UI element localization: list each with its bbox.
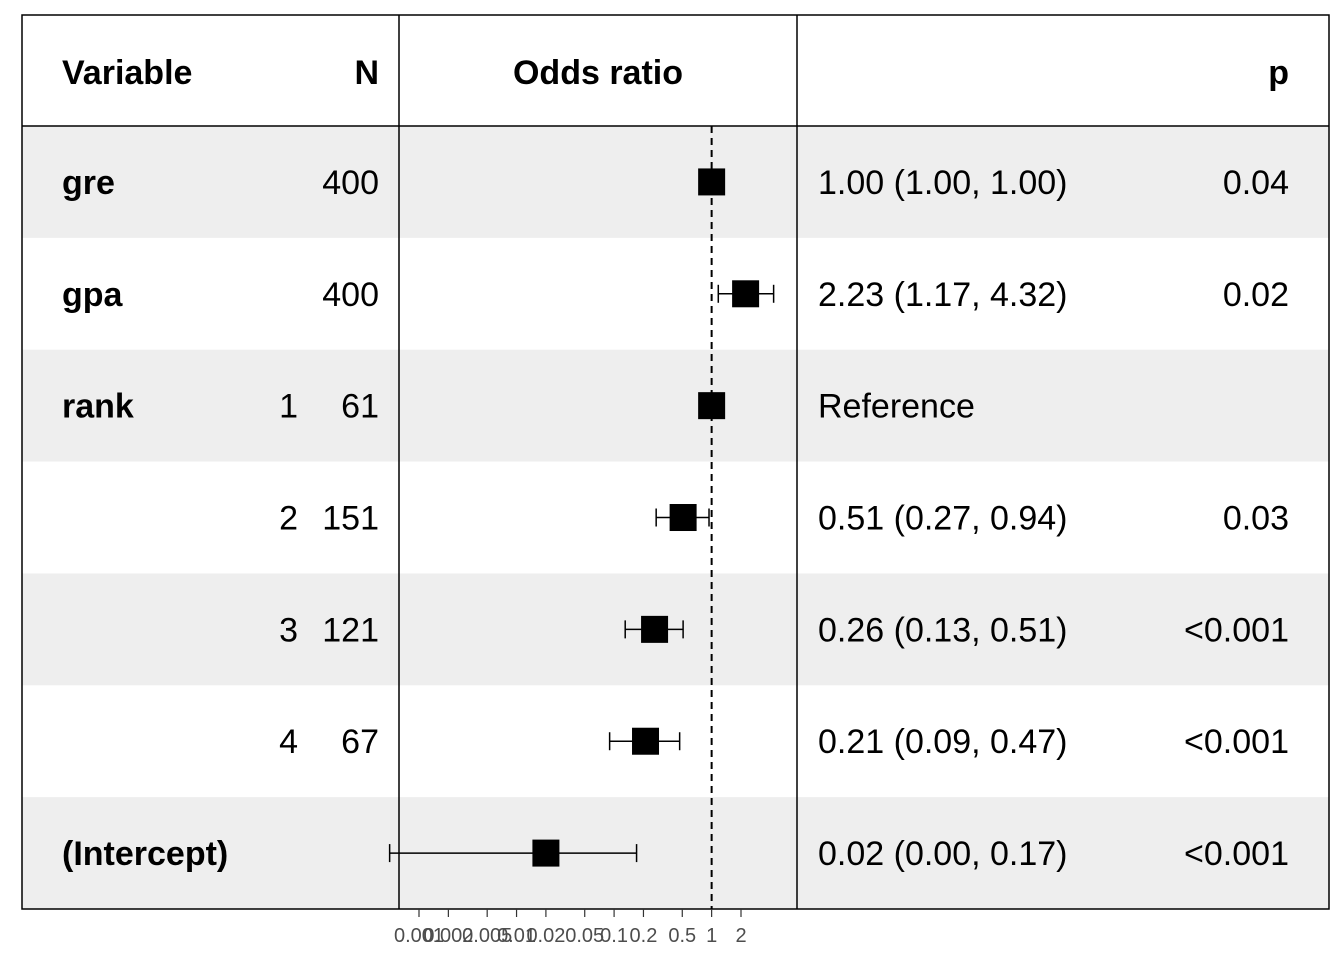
variable-label: gre bbox=[62, 164, 115, 202]
level-label: 3 bbox=[279, 611, 298, 649]
estimate-point bbox=[669, 504, 697, 532]
x-tick-label: 0.02 bbox=[526, 925, 565, 947]
x-tick-label: 0.5 bbox=[668, 925, 696, 947]
p-value: <0.001 bbox=[1184, 835, 1289, 873]
variable-label: (Intercept) bbox=[62, 835, 228, 873]
estimate-ci-text: Reference bbox=[818, 388, 975, 426]
estimate-ci-text: 0.02 (0.00, 0.17) bbox=[818, 835, 1068, 873]
row-bands bbox=[22, 126, 1329, 910]
estimate-point bbox=[698, 392, 726, 420]
variable-label: rank bbox=[62, 388, 134, 426]
p-value: 0.03 bbox=[1223, 500, 1289, 538]
p-value: 0.02 bbox=[1223, 276, 1289, 314]
row-band bbox=[22, 797, 1329, 910]
p-value: 0.04 bbox=[1223, 164, 1289, 202]
header-odds-ratio: Odds ratio bbox=[513, 54, 683, 92]
x-tick-label: 0.05 bbox=[565, 925, 604, 947]
x-tick-label: 0.002 bbox=[423, 925, 473, 947]
n-value: 61 bbox=[341, 388, 379, 426]
p-value: <0.001 bbox=[1184, 611, 1289, 649]
n-value: 400 bbox=[322, 276, 379, 314]
x-tick-label: 0.2 bbox=[630, 925, 658, 947]
row-band bbox=[22, 126, 1329, 238]
n-value: 67 bbox=[341, 723, 379, 761]
p-value: <0.001 bbox=[1184, 723, 1289, 761]
estimate-ci-text: 0.21 (0.09, 0.47) bbox=[818, 723, 1068, 761]
x-tick-label: 1 bbox=[706, 925, 717, 947]
header-variable: Variable bbox=[62, 54, 192, 92]
estimate-point bbox=[632, 727, 660, 755]
variable-label: gpa bbox=[62, 276, 124, 314]
n-value: 400 bbox=[322, 164, 379, 202]
header-row: Variable N Odds ratio p bbox=[62, 54, 1289, 92]
table-frame bbox=[21, 14, 1330, 910]
estimate-point bbox=[698, 168, 726, 196]
estimate-marks bbox=[388, 168, 775, 867]
table-rows: gre 400 1.00 (1.00, 1.00) 0.04 gpa 400 2.23 (1… bbox=[62, 164, 1289, 873]
header-n: N bbox=[354, 54, 379, 92]
level-label: 2 bbox=[279, 500, 298, 538]
estimate-ci-text: 0.26 (0.13, 0.51) bbox=[818, 611, 1068, 649]
estimate-ci-text: 1.00 (1.00, 1.00) bbox=[818, 164, 1068, 202]
row-band bbox=[22, 349, 1329, 462]
n-value: 151 bbox=[322, 500, 379, 538]
level-label: 4 bbox=[279, 723, 298, 761]
x-tick-label: 0.005 bbox=[462, 925, 512, 947]
header-p: p bbox=[1268, 54, 1289, 92]
x-tick-label: 0.001 bbox=[394, 925, 444, 947]
estimate-ci-text: 0.51 (0.27, 0.94) bbox=[818, 500, 1068, 538]
level-label: 1 bbox=[279, 388, 298, 426]
x-tick-label: 0.01 bbox=[497, 925, 536, 947]
x-tick-label: 0.1 bbox=[600, 925, 628, 947]
estimate-point bbox=[641, 615, 669, 643]
estimate-point bbox=[532, 839, 560, 867]
estimate-point bbox=[732, 280, 760, 308]
x-tick-label: 2 bbox=[735, 925, 746, 947]
estimate-ci-text: 2.23 (1.17, 4.32) bbox=[818, 276, 1068, 314]
n-value: 121 bbox=[322, 611, 379, 649]
